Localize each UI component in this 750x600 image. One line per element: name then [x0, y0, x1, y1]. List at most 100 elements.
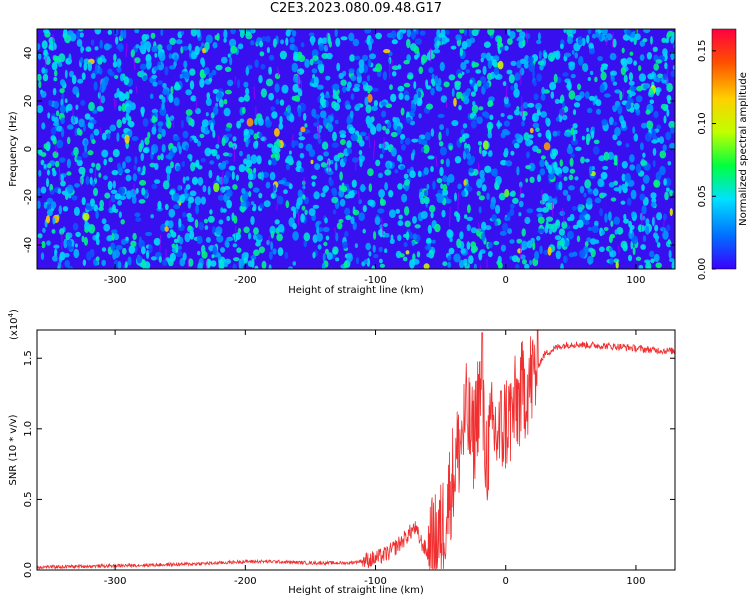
- heatmap-cell: [103, 158, 107, 166]
- heatmap-cell: [427, 242, 431, 250]
- heatmap-cell: [71, 195, 78, 201]
- heatmap-cell: [54, 69, 58, 77]
- heatmap-cell: [73, 206, 80, 216]
- heatmap-cell: [225, 189, 233, 198]
- heatmap-cell: [643, 199, 647, 206]
- heatmap-cell: [166, 121, 172, 129]
- heatmap-cell: [440, 29, 446, 38]
- heatmap-cell: [147, 131, 151, 139]
- heatmap-cell: [345, 214, 352, 221]
- heatmap-cell: [269, 251, 273, 260]
- heatmap-cell: [303, 113, 307, 121]
- heatmap-cell: [205, 34, 213, 44]
- heatmap-cell: [166, 44, 172, 51]
- heatmap-cell: [344, 207, 351, 216]
- heatmap-cell: [494, 220, 499, 227]
- heatmap-cell: [584, 179, 592, 189]
- heatmap-cell: [383, 223, 388, 227]
- heatmap-cell: [141, 34, 148, 42]
- heatmap-cell: [342, 86, 347, 93]
- heatmap-cell: [276, 233, 283, 242]
- heatmap-cell: [201, 119, 209, 128]
- heatmap-cell: [187, 153, 193, 160]
- heatmap-cell: [339, 133, 347, 139]
- heatmap-cell: [521, 120, 525, 127]
- heatmap-cell: [93, 128, 100, 136]
- heatmap-streak: [220, 189, 223, 197]
- heatmap-cell: [346, 86, 351, 92]
- heatmap-cell: [137, 166, 141, 172]
- heatmap-cell: [169, 37, 177, 46]
- heatmap-cell: [497, 36, 503, 45]
- heatmap-cell: [537, 60, 545, 66]
- heatmap-cell: [139, 236, 142, 244]
- heatmap-cell: [272, 38, 277, 48]
- heatmap-cell: [404, 137, 411, 145]
- heatmap-cell: [237, 43, 244, 50]
- heatmap-cell: [616, 227, 624, 235]
- heatmap-cell: [488, 241, 493, 249]
- heatmap-cell: [587, 77, 591, 81]
- heatmap-cell: [598, 155, 606, 162]
- heatmap-cell: [277, 224, 285, 233]
- heatmap-cell: [38, 80, 42, 89]
- heatmap-cell: [669, 190, 673, 197]
- heatmap-cell: [652, 46, 658, 52]
- heatmap-cell: [41, 122, 46, 130]
- heatmap-cell: [225, 127, 231, 132]
- heatmap-cell: [651, 197, 657, 204]
- colorbar-label: Normalized spectral amplitude: [738, 72, 749, 226]
- heatmap-cell: [434, 223, 441, 233]
- heatmap-streak: [276, 194, 279, 211]
- heatmap-cell: [499, 230, 507, 236]
- heatmap-cell: [411, 240, 415, 247]
- heatmap-cell: [521, 259, 527, 265]
- heatmap-cell: [174, 81, 180, 90]
- heatmap-cell: [235, 174, 239, 181]
- heatmap-cell: [222, 176, 229, 185]
- x-tick-label: 0: [503, 275, 509, 286]
- heatmap-cell: [99, 39, 103, 49]
- heatmap-cell: [56, 139, 64, 149]
- heatmap-cell: [662, 73, 668, 81]
- heatmap-cell: [509, 31, 516, 39]
- heatmap-cell: [400, 165, 405, 170]
- heatmap-cell: [463, 179, 467, 186]
- heatmap-cell: [379, 263, 385, 268]
- heatmap-cell: [229, 38, 237, 48]
- heatmap-cell: [346, 147, 352, 155]
- heatmap-cell: [118, 188, 123, 195]
- heatmap-cell: [66, 103, 73, 111]
- heatmap-streak: [617, 245, 620, 254]
- heatmap-cell: [226, 122, 233, 129]
- heatmap-cell: [292, 222, 297, 230]
- heatmap-cell: [88, 101, 95, 112]
- heatmap-cell: [185, 144, 189, 152]
- heatmap-cell: [627, 254, 633, 262]
- heatmap-cell: [568, 62, 575, 71]
- heatmap-cell: [617, 105, 623, 115]
- heatmap-cell: [635, 256, 642, 261]
- heatmap-cell: [430, 166, 434, 173]
- heatmap-cell: [308, 148, 316, 158]
- heatmap-cell: [426, 103, 433, 110]
- heatmap-cell: [581, 37, 586, 47]
- heatmap-cell: [298, 142, 304, 149]
- heatmap-cell: [87, 62, 93, 72]
- heatmap-cell: [245, 200, 251, 207]
- heatmap-cell: [555, 116, 560, 122]
- heatmap-streak: [551, 200, 554, 217]
- heatmap-cell: [57, 262, 62, 268]
- heatmap-cell: [360, 184, 366, 193]
- heatmap-cell: [48, 44, 52, 50]
- heatmap-cell: [125, 236, 129, 241]
- heatmap-cell: [553, 161, 558, 171]
- heatmap-cell: [367, 88, 371, 94]
- heatmap-streak: [72, 107, 75, 123]
- heatmap-cell: [621, 173, 626, 182]
- heatmap-cell: [250, 154, 258, 164]
- heatmap-cell: [641, 122, 647, 129]
- heatmap-cell: [375, 32, 382, 40]
- heatmap-cell: [663, 213, 667, 221]
- heatmap-cell: [432, 180, 436, 190]
